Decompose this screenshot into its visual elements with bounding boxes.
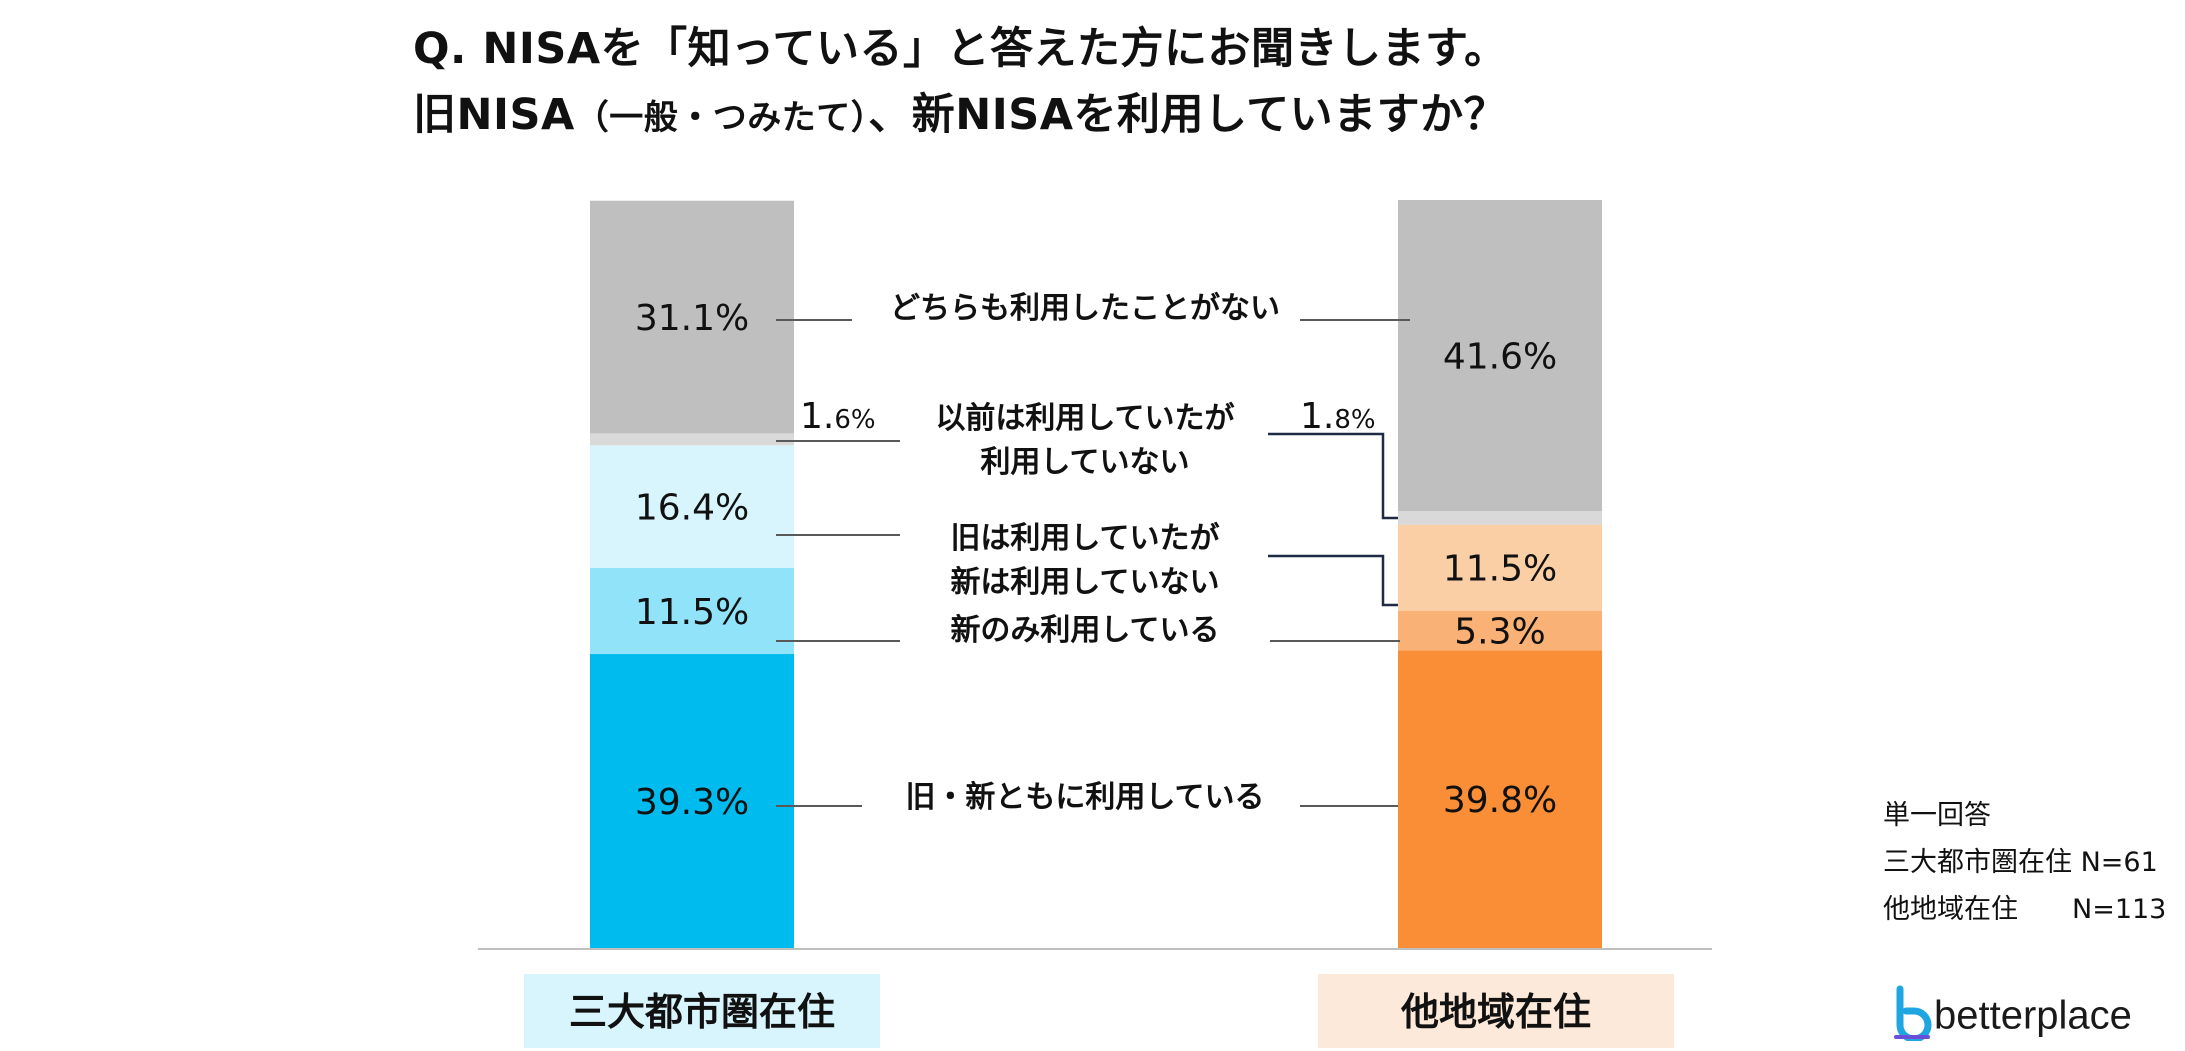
data-label: 11.5% (1443, 549, 1557, 590)
data-label: 39.8% (1443, 780, 1557, 821)
logo-text: betterplace (1934, 993, 2132, 1038)
series-label: 以前は利用していたが (935, 401, 1234, 436)
data-label: 1.8% (1300, 396, 1376, 437)
bar-segment (1398, 511, 1602, 525)
data-label: 39.3% (635, 782, 749, 823)
leader-elbow (1268, 554, 1398, 607)
bar-segment (590, 200, 794, 434)
series-label: 新は利用していない (950, 565, 1219, 600)
logo-mark-icon (1890, 985, 1934, 1051)
bar-segment (590, 433, 794, 446)
note-single-answer: 単一回答 (1883, 800, 1991, 831)
series-label: 新のみ利用している (950, 613, 1219, 648)
category-label-bg (524, 974, 880, 1048)
note-group2-n: 他地域在住 N=113 (1883, 894, 2167, 925)
leader-elbow (1268, 432, 1398, 520)
bar-segment (1398, 610, 1602, 651)
title-old-nisa-detail: （一般・つみたて） (574, 98, 869, 138)
data-label: 16.4% (635, 488, 749, 529)
bar-segment (590, 654, 794, 948)
bar-segment (590, 445, 794, 569)
data-label: 31.1% (635, 298, 749, 339)
bar-segment (1398, 524, 1602, 611)
data-label: 5.3% (1454, 611, 1545, 652)
category-label-bg (1318, 974, 1674, 1048)
category-label: 他地域在住 (1400, 990, 1591, 1034)
series-label: 利用していない (980, 445, 1189, 480)
series-label: 旧は利用していたが (950, 521, 1219, 556)
category-label: 三大都市圏在住 (569, 990, 835, 1034)
note-group1-n: 三大都市圏在住 N=61 (1883, 847, 2158, 878)
data-label: 11.5% (635, 592, 749, 633)
chart-title-line1: Q. NISAを「知っている」と答えた方にお聞きします。 (413, 24, 1508, 74)
title-old-nisa: 旧NISA (413, 90, 575, 140)
series-label: 旧・新ともに利用している (905, 780, 1264, 815)
bar-segment (1398, 200, 1602, 512)
data-label: 41.6% (1443, 337, 1557, 378)
bar-segment (590, 568, 794, 655)
series-label: どちらも利用したことがない (890, 291, 1280, 326)
bar-segment (1398, 650, 1602, 948)
betterplace-logo: betterplace (1890, 985, 2132, 1051)
chart-title-line2: 旧NISA（一般・つみたて）、新NISAを利用していますか？ (413, 80, 1507, 142)
data-label: 1.6% (800, 396, 876, 437)
title-question: 、新NISAを利用していますか？ (868, 90, 1508, 140)
